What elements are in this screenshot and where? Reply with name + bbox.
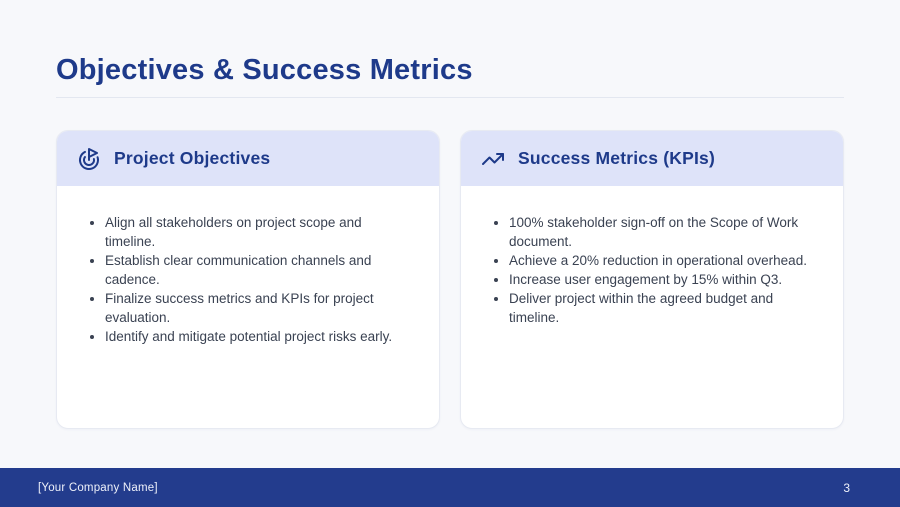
bullet-item: Achieve a 20% reduction in operational o… — [509, 251, 819, 270]
footer-page-number: 3 — [843, 480, 850, 495]
bullet-item: Establish clear communication channels a… — [105, 251, 415, 289]
card-title: Success Metrics (KPIs) — [518, 148, 715, 169]
bullet-list: 100% stakeholder sign-off on the Scope o… — [489, 213, 819, 327]
bullet-item: 100% stakeholder sign-off on the Scope o… — [509, 213, 819, 251]
bullet-item: Identify and mitigate potential project … — [105, 327, 415, 346]
card-header: Success Metrics (KPIs) — [461, 131, 843, 187]
trending-up-icon — [481, 147, 505, 171]
bullet-item: Finalize success metrics and KPIs for pr… — [105, 289, 415, 327]
bullet-item: Increase user engagement by 15% within Q… — [509, 270, 819, 289]
page-title: Objectives & Success Metrics — [56, 54, 473, 86]
title-divider — [56, 97, 844, 99]
bullet-item: Deliver project within the agreed budget… — [509, 289, 819, 327]
card-header: Project Objectives — [57, 131, 439, 187]
slide-footer: [Your Company Name] 3 — [0, 468, 900, 507]
bullet-item: Align all stakeholders on project scope … — [105, 213, 415, 251]
cards-row: Project Objectives Align all stakeholder… — [56, 130, 844, 430]
card-body: 100% stakeholder sign-off on the Scope o… — [461, 186, 843, 327]
bullet-list: Align all stakeholders on project scope … — [85, 213, 415, 346]
title-block: Objectives & Success Metrics — [0, 0, 900, 99]
card-success-metrics: Success Metrics (KPIs) 100% stakeholder … — [460, 130, 844, 430]
card-project-objectives: Project Objectives Align all stakeholder… — [56, 130, 440, 430]
goal-icon — [77, 147, 101, 171]
card-body: Align all stakeholders on project scope … — [57, 186, 439, 346]
footer-company-name: [Your Company Name] — [38, 481, 158, 494]
card-title: Project Objectives — [114, 148, 271, 169]
